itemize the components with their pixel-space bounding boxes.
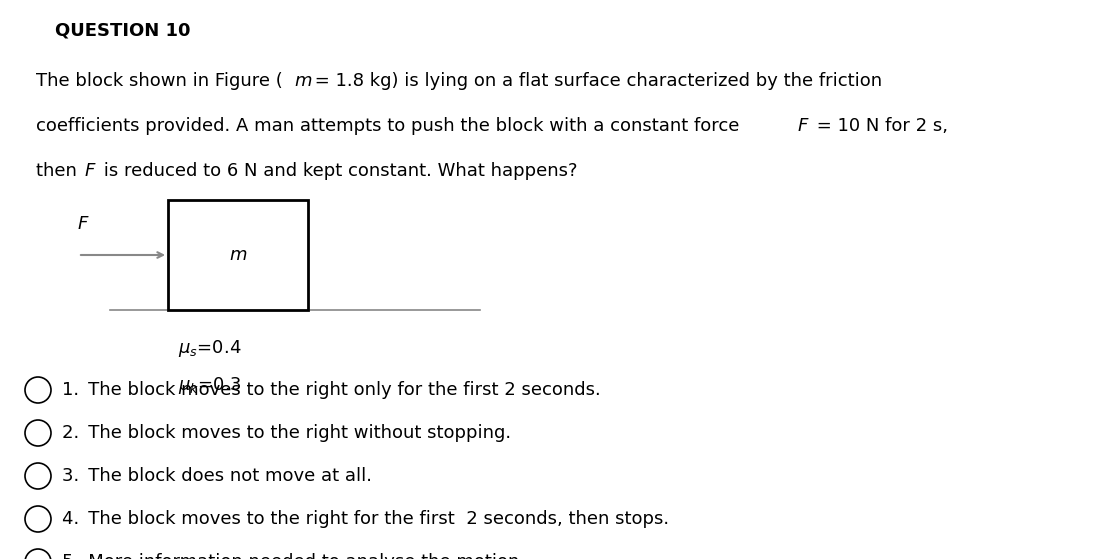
Text: 1. The block moves to the right only for the first 2 seconds.: 1. The block moves to the right only for…: [62, 381, 601, 399]
Text: F: F: [798, 117, 808, 135]
Text: F: F: [78, 215, 88, 233]
Bar: [168, 200, 308, 310]
Text: $\mu_s$=0.4: $\mu_s$=0.4: [178, 338, 242, 359]
Text: 5. More information needed to analyse the motion.: 5. More information needed to analyse th…: [62, 553, 526, 559]
Text: The block shown in Figure (: The block shown in Figure (: [36, 72, 283, 90]
Text: is reduced to 6 N and kept constant. What happens?: is reduced to 6 N and kept constant. Wha…: [98, 162, 577, 180]
Text: m: m: [294, 72, 311, 90]
Text: 4. The block moves to the right for the first  2 seconds, then stops.: 4. The block moves to the right for the …: [62, 510, 669, 528]
Text: F: F: [85, 162, 95, 180]
Text: = 1.8 kg) is lying on a flat surface characterized by the friction: = 1.8 kg) is lying on a flat surface cha…: [308, 72, 882, 90]
Text: coefficients provided. A man attempts to push the block with a constant force: coefficients provided. A man attempts to…: [36, 117, 745, 135]
Text: m: m: [230, 246, 247, 264]
Text: 3. The block does not move at all.: 3. The block does not move at all.: [62, 467, 372, 485]
Text: $\mu_k$=0.3: $\mu_k$=0.3: [178, 375, 242, 396]
Text: 2. The block moves to the right without stopping.: 2. The block moves to the right without …: [62, 424, 511, 442]
Text: then: then: [36, 162, 83, 180]
Text: = 10 N for 2 s,: = 10 N for 2 s,: [811, 117, 948, 135]
Text: QUESTION 10: QUESTION 10: [55, 22, 191, 40]
